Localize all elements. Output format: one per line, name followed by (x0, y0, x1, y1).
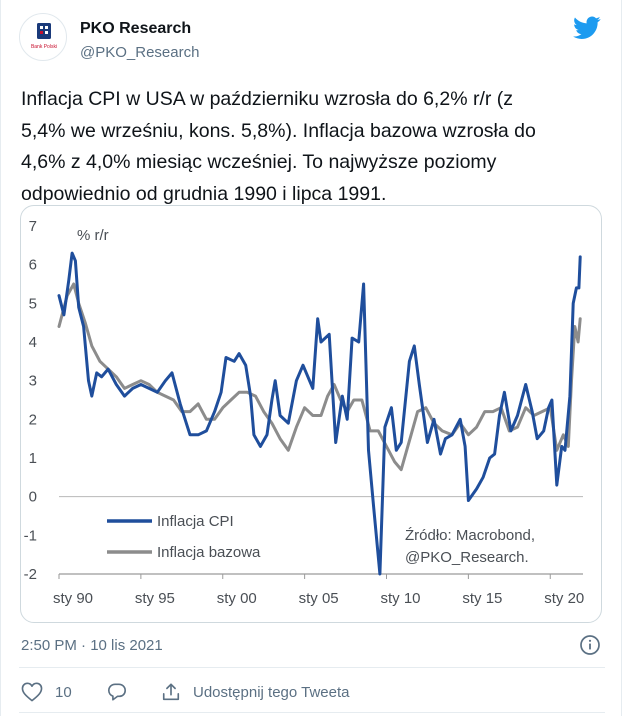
tweet-timestamp[interactable]: 2:50 PM · 10 lis 2021 (21, 637, 163, 654)
series-line-inflacja-cpi (57, 251, 582, 576)
y-tick-label: 2 (29, 411, 37, 428)
y-tick-label: 6 (29, 257, 37, 274)
y-tick-label: -1 (24, 527, 37, 544)
x-tick-label: sty 90 (53, 590, 93, 607)
author-name[interactable]: PKO Research (80, 20, 192, 37)
reply-button[interactable] (107, 681, 127, 703)
avatar[interactable]: Bank Polski (19, 13, 67, 61)
y-tick-label: 7 (29, 218, 37, 235)
source-note-line: Źródło: Macrobond, (405, 527, 535, 544)
x-tick-label: sty 20 (544, 590, 584, 607)
series-line-inflacja-bazowa (57, 282, 582, 472)
x-tick-label: sty 00 (217, 590, 257, 607)
heart-icon (21, 682, 43, 702)
like-count: 10 (55, 683, 72, 701)
y-axis-ticks: 7 6 5 4 3 2 1 0 -1 -2 (24, 218, 37, 583)
divider (19, 667, 605, 668)
info-icon[interactable] (579, 634, 601, 656)
tweet-text: Inflacja CPI w USA w październiku wzrosł… (21, 84, 611, 210)
tweet-line: odpowiednio od grudnia 1990 i lipca 1991… (21, 182, 387, 205)
legend: Inflacja CPI Inflacja bazowa (107, 513, 261, 561)
x-tick-label: sty 95 (135, 590, 175, 607)
like-button[interactable]: 10 (21, 681, 72, 703)
x-tick-label: sty 05 (299, 590, 339, 607)
tweet-actions: 10 Udostępnij tego Tweeta (21, 681, 611, 703)
avatar-caption: Bank Polski (31, 44, 57, 50)
author-handle[interactable]: @PKO_Research (80, 44, 200, 61)
share-label: Udostępnij tego Tweeta (193, 683, 350, 701)
y-tick-label: 0 (29, 489, 37, 506)
x-tick-label: sty 10 (380, 590, 420, 607)
tweet-media-chart[interactable]: 7 6 5 4 3 2 1 0 -1 -2 sty 90 sty 95 sty 00 sty 05 sty… (20, 205, 602, 623)
tweet-line: 4,6% z 4,0% miesiąc wcześniej. To najwyż… (21, 151, 497, 173)
twitter-bird-icon[interactable] (573, 16, 601, 40)
share-button[interactable]: Udostępnij tego Tweeta (161, 681, 350, 703)
tweet-line: Inflacja CPI w USA w październiku wzrosł… (21, 88, 514, 110)
y-tick-label: -2 (24, 566, 37, 583)
tweet-line: 5,4% we wrześniu, kons. 5,8%). Inflacja … (21, 119, 536, 142)
x-axis-ticks: sty 90 sty 95 sty 00 sty 05 sty 10 sty 15 sty … (53, 574, 584, 607)
y-tick-label: 1 (29, 450, 37, 467)
divider (19, 712, 605, 713)
x-tick-label: sty 15 (462, 590, 502, 607)
legend-label-cpi: Inflacja CPI (157, 513, 234, 530)
legend-label-core: Inflacja bazowa (157, 544, 261, 561)
y-axis-unit-label: % r/r (77, 227, 109, 244)
reply-icon (108, 683, 126, 701)
y-tick-label: 5 (29, 295, 37, 312)
y-tick-label: 3 (29, 373, 37, 390)
share-icon (162, 683, 180, 701)
pko-logo-icon: Bank Polski (31, 23, 57, 50)
source-note-line: @PKO_Research. (405, 549, 529, 566)
y-tick-label: 4 (29, 334, 37, 351)
